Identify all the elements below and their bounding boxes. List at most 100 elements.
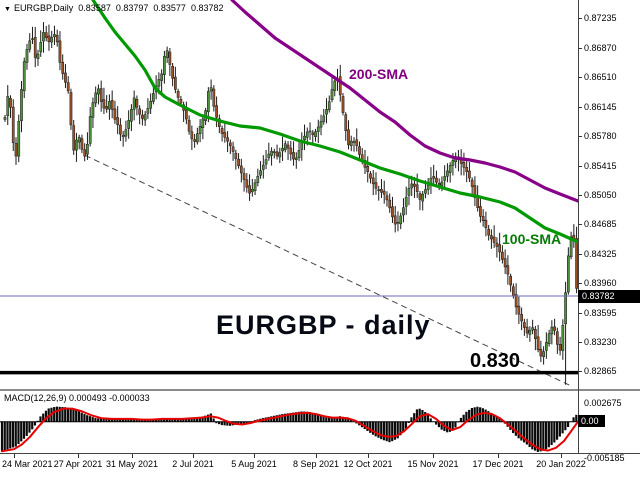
price-axis-label: 0.86145 (584, 102, 617, 112)
macd-hist-bar (344, 417, 347, 422)
macd-hist-bar (547, 421, 550, 448)
candle-body (61, 61, 65, 74)
sma200-label: 200-SMA (349, 66, 409, 82)
macd-hist-bar (135, 418, 138, 422)
macd-hist-bar (561, 421, 564, 434)
candle-body (264, 159, 268, 165)
macd-hist-bar (435, 421, 438, 425)
macd-hist-bar (220, 421, 223, 426)
macd-hist-bar (322, 416, 325, 422)
candle-body (94, 92, 98, 104)
macd-hist-bar (415, 409, 419, 422)
candle-body (520, 314, 523, 322)
macd-hist-bar (228, 421, 232, 426)
candle-body (297, 150, 301, 158)
candle-body (512, 286, 515, 297)
macd-hist-bar (69, 408, 72, 422)
macd-hist-bar (223, 421, 226, 426)
candle-body (550, 326, 554, 335)
date-axis-tick (254, 454, 255, 458)
macd-hist-bar (245, 421, 248, 424)
candle-body (171, 65, 174, 79)
candle-body (261, 164, 265, 170)
candle-body (237, 158, 240, 167)
macd-hist-bar (487, 411, 490, 422)
date-axis-tick (14, 454, 15, 458)
macd-hist-bar (196, 417, 199, 422)
macd-hist-bar (275, 415, 278, 422)
macd-hist-bar (99, 418, 103, 422)
candle-body (374, 182, 378, 189)
candle-body (371, 177, 375, 185)
macd-hist-bar (138, 419, 141, 422)
candle-body (130, 109, 133, 122)
candle-body (341, 96, 345, 113)
candle-body (528, 330, 532, 335)
macd-hist-bar (154, 419, 157, 422)
macd-hist-bar (237, 421, 240, 425)
macd-hist-bar (44, 410, 48, 422)
candle-body (487, 228, 490, 236)
macd-hist-bar (429, 418, 432, 422)
candle-body (75, 139, 78, 151)
candle-body (152, 93, 155, 102)
macd-hist-bar (64, 407, 67, 422)
macd-hist-bar (311, 412, 314, 422)
candle-body (509, 275, 512, 286)
symbol-info-overlay[interactable]: ▼ EURGBP,Daily 0.83587 0.83797 0.83577 0.8378… (4, 3, 228, 15)
candle-body (344, 114, 348, 131)
macd-hist-bar (25, 421, 28, 436)
macd-hist-bar (278, 414, 281, 422)
macd-hist-bar (514, 421, 517, 436)
macd-hist-bar (217, 421, 221, 425)
candle-body (33, 37, 37, 58)
macd-hist-bar (426, 415, 430, 422)
candle-body (308, 130, 312, 133)
candle-body (44, 32, 48, 38)
candle-body (256, 175, 260, 184)
candle-body (481, 216, 485, 221)
price-axis-label: 0.86870 (584, 43, 617, 53)
candle-body (531, 327, 534, 331)
candle-body (185, 109, 188, 120)
macd-hist-bar (374, 421, 377, 437)
price-axis-tick (578, 371, 582, 372)
candle-body (259, 170, 262, 176)
date-axis-label: 27 Apr 2021 (53, 459, 103, 469)
candle-body (69, 92, 73, 126)
macd-hist-bar (86, 415, 89, 422)
macd-hist-bar (330, 417, 333, 422)
candle-body (316, 126, 320, 132)
macd-hist-bar (11, 421, 15, 448)
macd-hist-bar (451, 421, 454, 431)
candle-body (355, 139, 359, 146)
macd-hist-bar (187, 418, 190, 422)
candle-body (91, 102, 95, 118)
candle-body (525, 326, 529, 334)
macd-hist-bar (341, 416, 344, 422)
candle-body (330, 89, 334, 101)
candle-body (201, 118, 205, 128)
macd-hist-bar (338, 416, 342, 422)
quote-close: 0.83782 (190, 3, 224, 13)
candle-body (231, 146, 235, 152)
candle-body (566, 255, 570, 293)
date-axis-tick (78, 454, 79, 458)
candle-body (39, 42, 43, 53)
sma200-line (230, 0, 578, 203)
candle-body (6, 96, 10, 116)
date-axis-tick (498, 454, 499, 458)
macd-hist-bar (517, 421, 520, 439)
candle-body (443, 176, 447, 181)
candle-body (534, 329, 537, 339)
candle-body (305, 131, 309, 138)
candle-body (470, 179, 474, 187)
candle-body (523, 322, 526, 328)
candle-body (22, 61, 26, 92)
macd-hist-bar (157, 418, 160, 422)
macd-hist-bar (520, 421, 523, 441)
macd-hist-bar (286, 413, 289, 422)
macd-hist-bar (165, 418, 168, 422)
chevron-down-icon[interactable]: ▼ (4, 6, 11, 13)
